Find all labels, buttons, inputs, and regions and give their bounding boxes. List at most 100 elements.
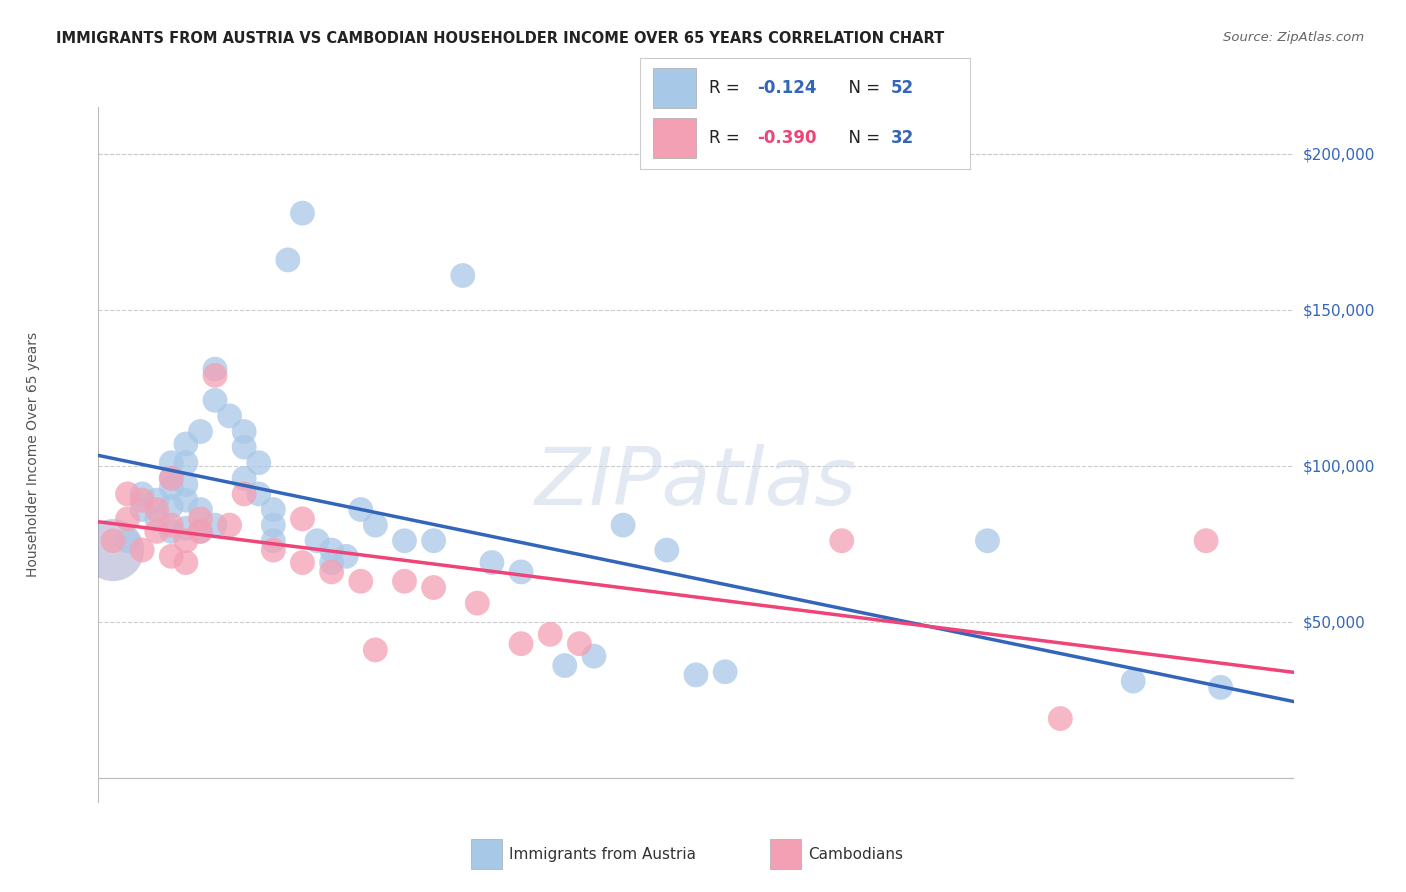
Point bbox=[117, 533, 139, 548]
Point bbox=[204, 518, 226, 533]
Point bbox=[305, 533, 328, 548]
Text: R =: R = bbox=[709, 129, 745, 147]
Point bbox=[174, 533, 197, 548]
Point bbox=[422, 533, 444, 548]
Point bbox=[233, 425, 256, 439]
Point bbox=[174, 556, 197, 570]
Point bbox=[1195, 533, 1218, 548]
Point bbox=[350, 574, 373, 589]
Point bbox=[190, 502, 212, 516]
Point bbox=[174, 437, 197, 451]
Point bbox=[612, 518, 634, 533]
Point bbox=[101, 543, 124, 558]
Point bbox=[685, 668, 707, 682]
Text: Householder Income Over 65 years: Householder Income Over 65 years bbox=[25, 333, 39, 577]
Text: 32: 32 bbox=[891, 129, 914, 147]
Text: 0.0%: 0.0% bbox=[98, 834, 134, 848]
Text: 8.0%: 8.0% bbox=[1258, 834, 1294, 848]
Point bbox=[655, 543, 678, 558]
Point bbox=[145, 502, 167, 516]
Point bbox=[160, 524, 183, 539]
Text: ZIPatlas: ZIPatlas bbox=[534, 443, 858, 522]
Point bbox=[538, 627, 561, 641]
Point bbox=[131, 543, 153, 558]
Point bbox=[321, 565, 343, 579]
Text: Source: ZipAtlas.com: Source: ZipAtlas.com bbox=[1223, 31, 1364, 45]
Point bbox=[160, 471, 183, 485]
Point bbox=[262, 518, 284, 533]
Point bbox=[233, 440, 256, 454]
Text: -0.390: -0.390 bbox=[756, 129, 817, 147]
Point bbox=[160, 481, 183, 495]
Text: Cambodians: Cambodians bbox=[808, 847, 904, 862]
Text: N =: N = bbox=[838, 79, 886, 97]
Point bbox=[467, 596, 489, 610]
Text: N =: N = bbox=[838, 129, 886, 147]
Point bbox=[145, 493, 167, 508]
Text: Immigrants from Austria: Immigrants from Austria bbox=[509, 847, 696, 862]
Point bbox=[976, 533, 998, 548]
Point bbox=[190, 425, 212, 439]
Point bbox=[174, 493, 197, 508]
Point bbox=[291, 206, 314, 220]
Text: 52: 52 bbox=[891, 79, 914, 97]
Point bbox=[190, 524, 212, 539]
Point bbox=[160, 549, 183, 564]
Point bbox=[394, 574, 416, 589]
Point bbox=[247, 487, 270, 501]
Point bbox=[1122, 674, 1144, 689]
Point bbox=[117, 512, 139, 526]
Point bbox=[117, 487, 139, 501]
Point bbox=[277, 252, 299, 267]
Point bbox=[160, 518, 183, 533]
Point bbox=[1049, 712, 1071, 726]
Bar bbox=[652, 68, 696, 108]
Point bbox=[160, 456, 183, 470]
Point bbox=[131, 502, 153, 516]
Point bbox=[145, 512, 167, 526]
Bar bbox=[652, 118, 696, 158]
Point bbox=[510, 637, 533, 651]
Point bbox=[831, 533, 853, 548]
Point bbox=[131, 493, 153, 508]
Bar bbox=[471, 838, 502, 869]
Point bbox=[131, 487, 153, 501]
Point bbox=[394, 533, 416, 548]
Text: IMMIGRANTS FROM AUSTRIA VS CAMBODIAN HOUSEHOLDER INCOME OVER 65 YEARS CORRELATIO: IMMIGRANTS FROM AUSTRIA VS CAMBODIAN HOU… bbox=[56, 31, 945, 46]
Point bbox=[247, 456, 270, 470]
Point bbox=[174, 456, 197, 470]
Point bbox=[174, 477, 197, 491]
Bar bbox=[770, 838, 801, 869]
Point bbox=[554, 658, 576, 673]
Point bbox=[204, 368, 226, 383]
Point bbox=[101, 533, 124, 548]
Point bbox=[233, 487, 256, 501]
Point bbox=[204, 393, 226, 408]
Point bbox=[321, 543, 343, 558]
Point bbox=[218, 518, 240, 533]
Point bbox=[422, 581, 444, 595]
Point bbox=[174, 521, 197, 535]
Point bbox=[160, 500, 183, 514]
Point bbox=[582, 649, 605, 664]
Point bbox=[262, 502, 284, 516]
Point bbox=[481, 556, 503, 570]
Point bbox=[145, 524, 167, 539]
Point bbox=[262, 533, 284, 548]
Point bbox=[364, 643, 387, 657]
Point bbox=[568, 637, 591, 651]
Text: R =: R = bbox=[709, 79, 751, 97]
Point bbox=[262, 543, 284, 558]
Point bbox=[233, 471, 256, 485]
Point bbox=[291, 512, 314, 526]
Point bbox=[218, 409, 240, 423]
Point bbox=[190, 524, 212, 539]
Text: -0.124: -0.124 bbox=[756, 79, 817, 97]
Point bbox=[321, 556, 343, 570]
Point bbox=[204, 362, 226, 376]
Point bbox=[190, 512, 212, 526]
Point bbox=[160, 471, 183, 485]
Point bbox=[714, 665, 737, 679]
Point bbox=[451, 268, 474, 283]
Point bbox=[291, 556, 314, 570]
